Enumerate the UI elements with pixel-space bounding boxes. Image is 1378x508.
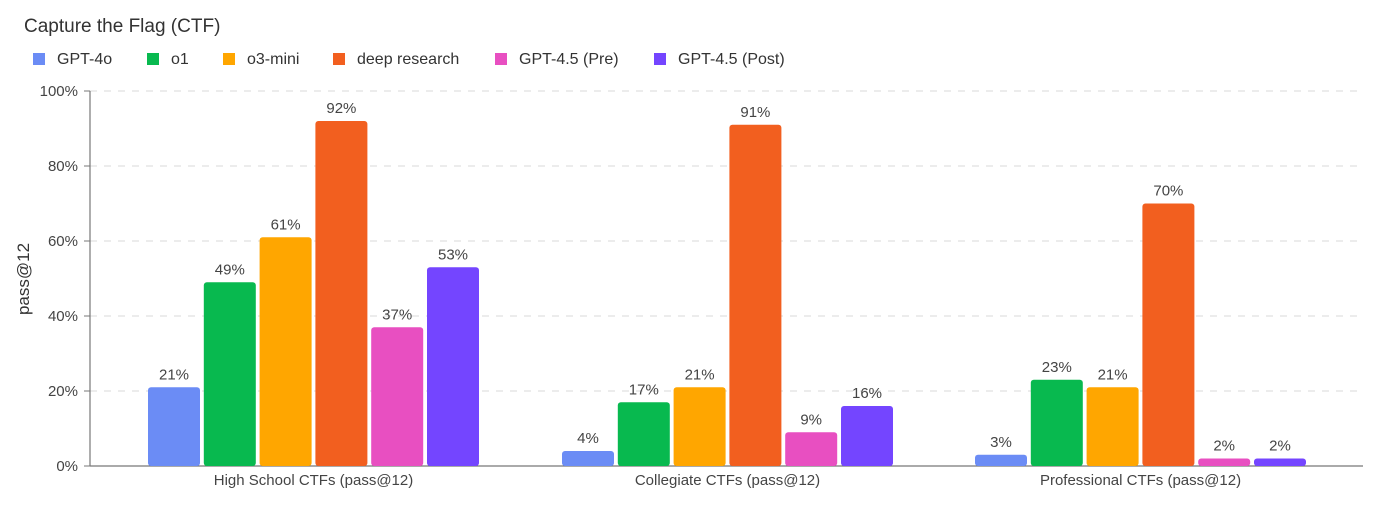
bar-value-label: 2% [1213, 438, 1235, 455]
x-category-label: Professional CTFs (pass@12) [1040, 472, 1241, 489]
bar[interactable] [427, 267, 479, 466]
bar-value-label: 92% [326, 100, 356, 117]
legend-item-2[interactable]: o3-mini [223, 51, 299, 68]
legend-item-4[interactable]: GPT-4.5 (Pre) [495, 51, 619, 68]
legend-item-1[interactable]: o1 [147, 51, 189, 68]
bar-value-label: 21% [159, 366, 189, 383]
bars [148, 121, 1306, 466]
legend-label[interactable]: o3-mini [247, 51, 299, 68]
bar-value-label: 91% [740, 104, 770, 121]
legend-swatch[interactable] [654, 53, 666, 65]
y-tick-label: 80% [48, 158, 78, 175]
bar-value-label: 16% [852, 385, 882, 402]
legend-item-0[interactable]: GPT-4o [33, 51, 112, 68]
bar[interactable] [203, 282, 256, 466]
bar-value-label: 4% [577, 430, 599, 447]
bar[interactable] [562, 451, 614, 466]
bar[interactable] [1030, 379, 1083, 466]
bar[interactable] [729, 124, 782, 466]
legend: GPT-4o o1 o3-mini deep research GPT-4.5 (Pre… [33, 51, 785, 68]
bar[interactable] [1198, 458, 1251, 467]
bar-value-label: 17% [629, 381, 659, 398]
bar-value-label: 21% [1098, 366, 1128, 383]
y-tick-label: 20% [48, 383, 78, 400]
y-tick-label: 40% [48, 308, 78, 325]
bar-value-label: 61% [271, 216, 301, 233]
y-tick-label: 0% [56, 458, 78, 475]
bar[interactable] [1086, 387, 1139, 466]
x-category-label: High School CTFs (pass@12) [214, 472, 413, 489]
bar-value-label: 70% [1153, 183, 1183, 200]
bar-value-label: 21% [685, 366, 715, 383]
bar[interactable] [148, 387, 200, 466]
bar-value-label: 37% [382, 306, 412, 323]
chart-title: Capture the Flag (CTF) [24, 16, 220, 37]
x-category-label: Collegiate CTFs (pass@12) [635, 472, 820, 489]
bar[interactable] [1254, 458, 1306, 467]
legend-label[interactable]: o1 [171, 51, 189, 68]
bar-value-label: 2% [1269, 438, 1291, 455]
bar-value-label: 23% [1042, 359, 1072, 376]
bar[interactable] [259, 237, 312, 466]
bar[interactable] [673, 387, 726, 466]
bar-value-label: 3% [990, 434, 1012, 451]
bar[interactable] [841, 406, 893, 466]
bar[interactable] [1142, 203, 1195, 467]
legend-swatch[interactable] [33, 53, 45, 65]
bar-value-label: 53% [438, 246, 468, 263]
value-labels: 21% 49% 61% 92% 37% 53% 4% 17% 21% 91% 9% 16% 3% 23% 2… [159, 100, 1291, 455]
legend-item-3[interactable]: deep research [333, 51, 459, 68]
y-axis-label: pass@12 [14, 243, 33, 315]
y-tick-label: 60% [48, 233, 78, 250]
bar-value-label: 9% [800, 411, 822, 428]
legend-label[interactable]: GPT-4o [57, 51, 112, 68]
legend-swatch[interactable] [333, 53, 345, 65]
bar-value-label: 49% [215, 261, 245, 278]
bar[interactable] [617, 402, 670, 466]
category-labels: High School CTFs (pass@12) Collegiate CTF… [214, 472, 1241, 489]
legend-item-5[interactable]: GPT-4.5 (Post) [654, 51, 785, 68]
legend-swatch[interactable] [147, 53, 159, 65]
legend-swatch[interactable] [495, 53, 507, 65]
bar[interactable] [785, 432, 838, 466]
bar[interactable] [975, 454, 1027, 466]
y-tick-label: 100% [40, 83, 78, 100]
bar[interactable] [371, 327, 424, 466]
legend-swatch[interactable] [223, 53, 235, 65]
legend-label[interactable]: GPT-4.5 (Pre) [519, 51, 619, 68]
legend-label[interactable]: GPT-4.5 (Post) [678, 51, 785, 68]
legend-label[interactable]: deep research [357, 51, 459, 68]
bar[interactable] [315, 121, 368, 466]
